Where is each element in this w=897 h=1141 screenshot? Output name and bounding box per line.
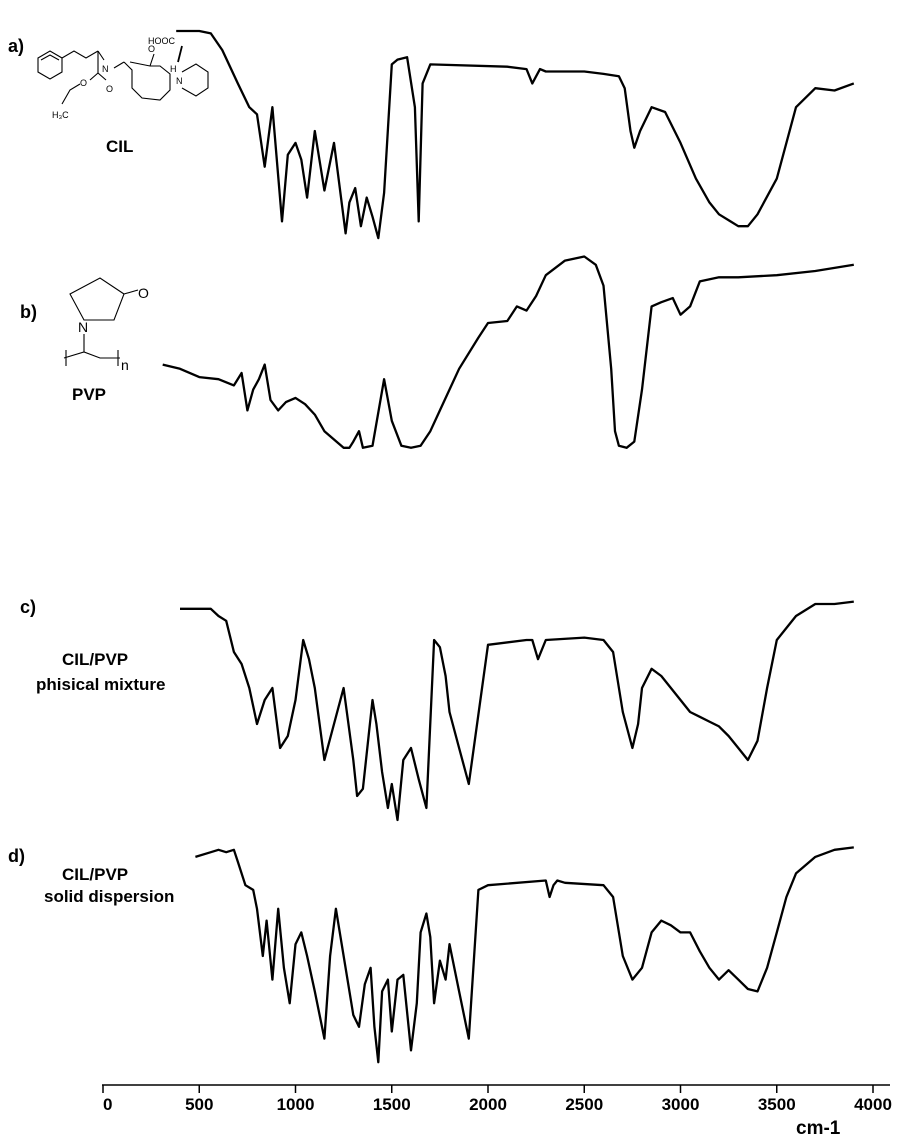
carbonyl-o-atom-2: O xyxy=(148,44,155,54)
compound-label-mixture-line1: CIL/PVP xyxy=(62,650,128,669)
compound-label-cil: CIL xyxy=(106,137,133,156)
pvp-n-atom: N xyxy=(78,319,88,335)
x-tick-label-2500: 2500 xyxy=(565,1095,603,1114)
x-tick-label-1000: 1000 xyxy=(277,1095,315,1114)
carbonyl-o-atom: O xyxy=(106,84,113,94)
panel-label-b: b) xyxy=(20,302,37,322)
x-tick-label-2000: 2000 xyxy=(469,1095,507,1114)
spectrum-line-b xyxy=(162,255,854,449)
panel-label-c: c) xyxy=(20,597,36,617)
x-tick-label-1500: 1500 xyxy=(373,1095,411,1114)
x-tick-label-500: 500 xyxy=(185,1095,213,1114)
carboxyl-group: HOOC xyxy=(148,36,176,46)
pvp-carbonyl-o: O xyxy=(138,285,149,301)
compound-label-dispersion-line2: solid dispersion xyxy=(44,887,174,906)
x-tick-label-4000: 4000 xyxy=(854,1095,892,1114)
compound-label-pvp: PVP xyxy=(72,385,106,404)
x-tick-label-3500: 3500 xyxy=(758,1095,796,1114)
cil-structure-drawing: N O O H₃C O HOOC H N xyxy=(37,36,209,120)
panel-label-a: a) xyxy=(8,36,24,56)
compound-label-mixture-line2: phisical mixture xyxy=(36,675,165,694)
x-axis: 0 500 1000 1500 2000 2500 3000 3500 4000 xyxy=(102,1084,892,1114)
ester-o-atom: O xyxy=(80,78,87,88)
ring-n-atom: N xyxy=(176,76,183,86)
pvp-subscript-n: n xyxy=(121,357,129,373)
ethyl-group: H₃C xyxy=(52,110,69,120)
x-axis-unit-label: cm-1 xyxy=(796,1118,841,1139)
spectra-group xyxy=(162,29,855,1064)
amine-n-atom: N xyxy=(102,64,109,74)
spectrum-line-d xyxy=(195,846,854,1064)
spectrum-line-a xyxy=(176,29,855,240)
x-tick-label-0: 0 xyxy=(103,1095,112,1114)
compound-label-dispersion-line1: CIL/PVP xyxy=(62,865,128,884)
pvp-structure-drawing: O N n xyxy=(63,277,149,373)
x-tick-label-3000: 3000 xyxy=(662,1095,700,1114)
spectrum-line-c xyxy=(180,600,854,822)
stereo-h-atom: H xyxy=(170,64,177,74)
panel-label-d: d) xyxy=(8,846,25,866)
